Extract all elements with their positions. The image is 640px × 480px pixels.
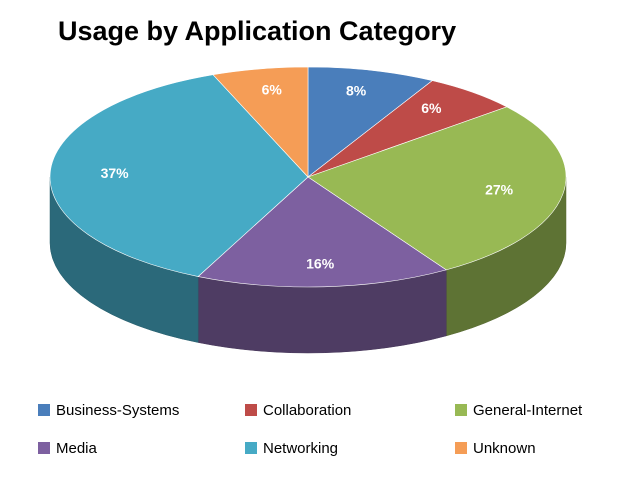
legend-swatch <box>38 442 50 454</box>
legend-label: Collaboration <box>263 402 351 419</box>
legend-label: Business-Systems <box>56 402 179 419</box>
data-label: 6% <box>421 100 442 116</box>
legend-swatch <box>38 404 50 416</box>
data-label: 6% <box>262 81 283 97</box>
legend-label: Media <box>56 440 98 457</box>
data-label: 37% <box>101 165 130 181</box>
legend-swatch <box>245 404 257 416</box>
slice <box>307 106 567 271</box>
chart-title: Usage by Application Category <box>58 16 456 46</box>
data-label: 27% <box>485 181 514 197</box>
data-label: 8% <box>346 82 367 98</box>
legend-label: Unknown <box>473 440 536 457</box>
legend-swatch <box>455 404 467 416</box>
legend-label: General-Internet <box>473 402 583 419</box>
data-label: 16% <box>306 256 335 272</box>
slice <box>197 176 447 288</box>
slice <box>307 66 433 178</box>
legend: Business-Systems Collaboration General-Int… <box>38 402 583 457</box>
slice <box>49 74 309 277</box>
pie: 8% 6% 27% 16% 37% 6% <box>49 66 567 354</box>
legend-swatch <box>245 442 257 454</box>
legend-label: Networking <box>263 440 338 457</box>
slice <box>212 66 309 178</box>
legend-swatch <box>455 442 467 454</box>
